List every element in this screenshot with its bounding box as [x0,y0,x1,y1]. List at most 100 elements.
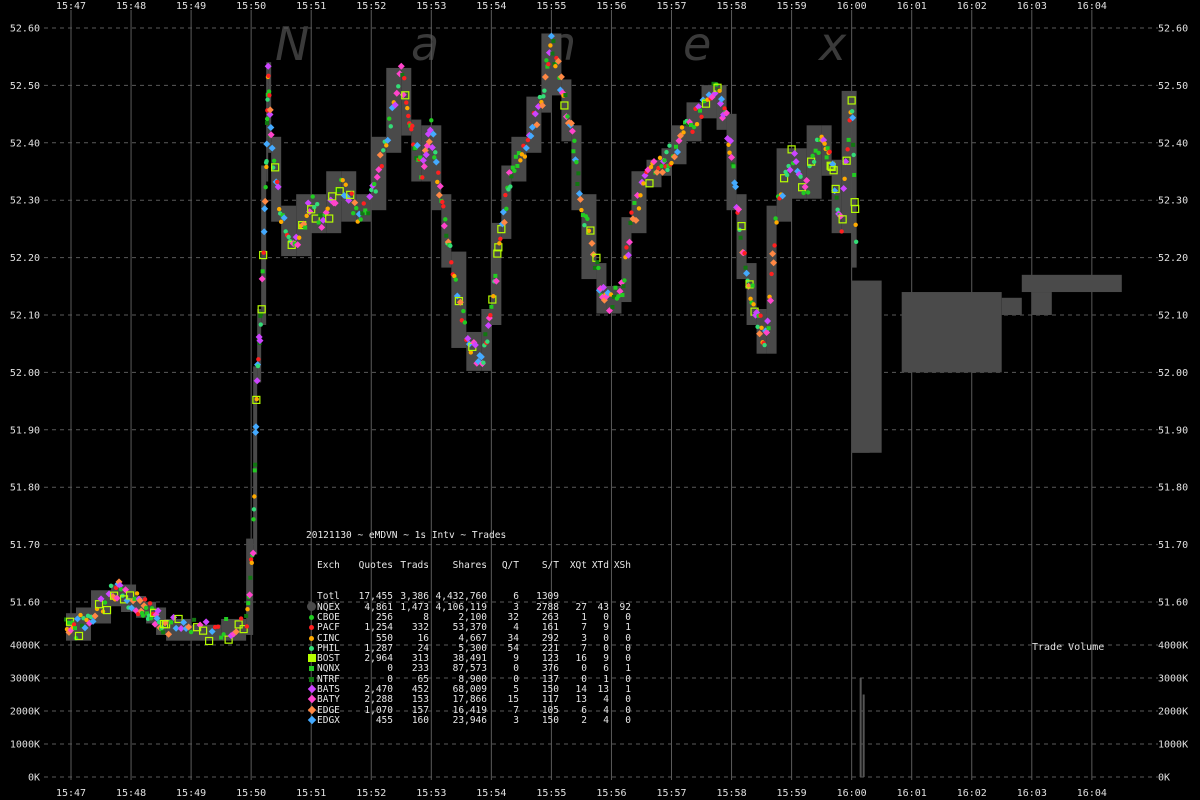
legend-cell-shares: 16,419 [452,704,487,716]
trade-marker-edgx [280,214,288,222]
trade-marker-bats [471,341,479,349]
trade-marker-edge [653,168,661,176]
trade-marker-nqnx [316,220,321,225]
volume-tick-right: 1000K [1158,740,1188,751]
trade-marker-cinc [669,160,674,166]
trade-marker-bost [199,626,208,635]
trade-marker-cboe [801,190,806,196]
trade-marker-cboe [622,278,627,283]
legend-cell-qt: 54 [507,642,519,654]
trade-marker-edge [351,199,359,207]
trade-marker-ntrf [610,305,615,310]
trade-marker-bost [493,249,502,258]
trade-marker-ntrf [192,617,197,622]
legend-cell-trades: 24 [417,642,429,654]
trade-marker-phil [448,243,453,249]
trade-marker-bost [779,174,789,183]
time-tick-top: 15:49 [176,1,206,12]
trade-marker-pacf [629,210,634,215]
trade-marker-edge [91,612,99,620]
trade-marker-cboe [443,217,448,222]
legend-cell-qt: 0 [513,663,519,675]
trade-marker-ntrf [592,265,597,270]
trade-marker-cboe [387,116,392,121]
trade-marker-pacf [406,113,411,119]
price-tick-right: 52.20 [1158,253,1188,264]
trade-marker-edge [425,138,433,146]
legend-cell-xsh: 0 [625,653,631,665]
trade-marker-cinc [727,150,732,155]
trade-marker-pacf [71,622,77,627]
trade-marker-phil [664,149,669,155]
legend-cell-st: 117 [541,694,559,706]
legend-cell-quotes: 1,254 [364,622,393,634]
trade-marker-cboe [118,587,124,592]
trade-marker-baty [113,594,121,602]
trade-marker-cinc [522,154,528,159]
trade-marker-edge [500,218,508,226]
trade-marker-cboe [251,517,256,522]
trade-marker-ntrf [743,265,748,270]
quote-band-segment [246,538,254,635]
trade-marker-bats [786,166,794,174]
trade-marker-nqnx [132,596,137,601]
exchange-stats-legend: 20121130 ~ eMDVN ~ 1s Intv ~ Trades Exch… [306,510,631,737]
trade-marker-pacf [845,147,850,152]
trade-marker-edge [165,630,173,638]
price-tick-right: 51.90 [1158,425,1188,436]
trade-marker-nqnx [674,144,679,149]
trade-marker-pacf [135,611,141,617]
trade-marker-cboe [662,158,667,163]
legend-cell-quotes: 256 [375,611,393,623]
trade-marker-cinc [694,122,700,127]
trade-marker-edgx [432,158,440,166]
trade-marker-bats [264,62,272,70]
post-close-quote-block [1021,274,1122,293]
trade-marker-edge [576,195,584,203]
time-axis-bottom: 15:47 15:48 15:49 15:50 15:51 15:52 15:53 15:54… [56,788,1107,799]
trade-marker-pacf [256,357,261,362]
trade-marker-cinc [278,219,284,225]
grid-lines [44,10,1158,780]
trade-marker-cinc [435,179,440,185]
trade-marker-cinc [296,235,302,240]
trade-marker-ntrf [336,187,341,192]
trade-marker-cboe [596,265,601,271]
price-tick-right: 52.40 [1158,138,1188,149]
legend-cell-trades: 233 [411,663,429,675]
trade-marker-bost [335,187,344,196]
trade-marker-baty [331,199,339,207]
trade-marker-phil [762,342,767,348]
legend-symbol-icon [306,601,317,614]
trade-marker-nqnx [489,304,494,309]
trade-marker-pacf [498,236,503,241]
post-close-quote-block [901,292,1002,373]
time-tick-top: 15:59 [777,1,807,12]
trade-marker-ntrf [248,575,253,580]
trade-marker-bost [311,214,320,223]
time-tick-top: 15:48 [116,1,146,12]
trade-marker-nqnx [260,269,265,274]
price-tick-right: 52.60 [1158,24,1188,35]
trade-marker-bats [274,183,282,191]
quote-band-segment [371,136,387,211]
trade-marker-edgx [260,228,268,236]
legend-cell-st: 292 [541,632,559,644]
trade-marker-nqnx [666,163,671,168]
trade-marker-cinc [78,612,83,618]
trade-marker-bats [202,618,210,626]
trade-marker-bost [74,631,84,641]
trade-marker-cinc [252,494,257,499]
trade-marker-pacf [699,114,704,120]
trade-marker-phil [388,124,393,129]
trade-marker-phil [255,363,261,369]
price-tick-left: 52.30 [10,196,40,207]
trade-marker-edge [557,73,565,81]
trade-marker-ntrf [444,233,449,238]
quote-band-segment [746,263,757,325]
trade-marker-phil [264,158,269,164]
price-axis-left: 52.60 52.50 52.40 52.30 52.20 52.10 52.00 51.90… [10,24,40,784]
legend-cell-name: BOST [317,653,340,665]
trade-marker-nqnx [252,468,257,473]
trade-marker-cboe [453,277,459,282]
